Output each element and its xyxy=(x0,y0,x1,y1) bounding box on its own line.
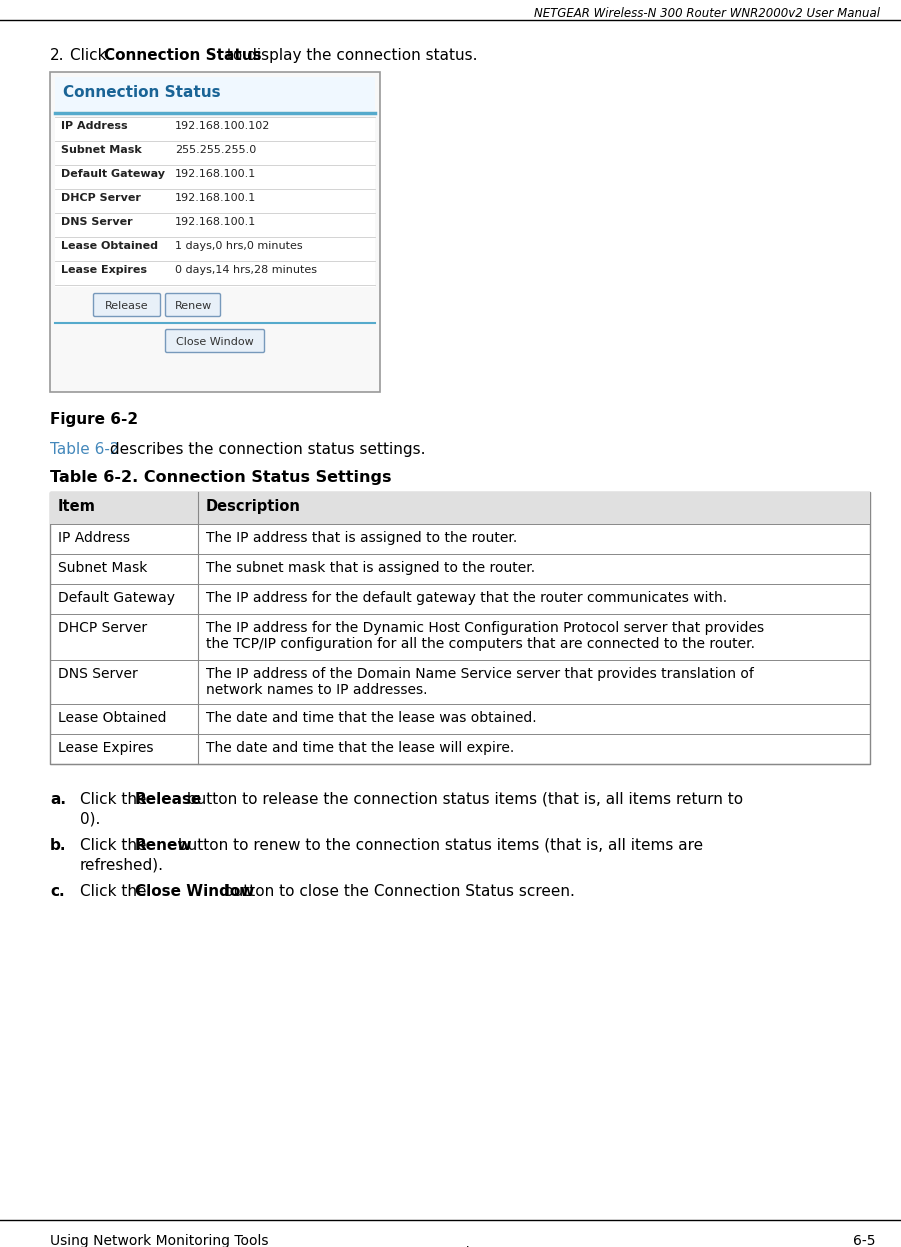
Text: IP Address: IP Address xyxy=(61,121,128,131)
Text: Using Network Monitoring Tools: Using Network Monitoring Tools xyxy=(50,1235,268,1247)
Text: Release: Release xyxy=(105,301,149,311)
Text: The IP address for the default gateway that the router communicates with.: The IP address for the default gateway t… xyxy=(206,591,727,605)
Text: button to renew to the connection status items (that is, all items are: button to renew to the connection status… xyxy=(173,838,703,853)
Text: Click the: Click the xyxy=(80,838,151,853)
Text: Lease Obtained: Lease Obtained xyxy=(61,241,158,251)
Text: 192.168.100.102: 192.168.100.102 xyxy=(175,121,270,131)
Text: 2.: 2. xyxy=(50,47,65,64)
Text: to display the connection status.: to display the connection status. xyxy=(222,47,478,64)
Bar xyxy=(50,72,380,392)
Text: Connection Status: Connection Status xyxy=(63,85,221,100)
FancyBboxPatch shape xyxy=(166,293,221,317)
Text: The IP address that is assigned to the router.: The IP address that is assigned to the r… xyxy=(206,531,517,545)
Text: DNS Server: DNS Server xyxy=(61,217,132,227)
Text: Description: Description xyxy=(206,499,301,514)
Text: button to release the connection status items (that is, all items return to: button to release the connection status … xyxy=(182,792,743,807)
Text: Table 6-2: Table 6-2 xyxy=(50,441,120,456)
Bar xyxy=(55,117,375,287)
Text: Subnet Mask: Subnet Mask xyxy=(61,145,141,155)
Text: DNS Server: DNS Server xyxy=(58,667,138,681)
Text: Default Gateway: Default Gateway xyxy=(61,170,165,180)
Text: Item: Item xyxy=(58,499,96,514)
Text: refreshed).: refreshed). xyxy=(80,858,164,873)
Text: 0).: 0). xyxy=(80,812,100,827)
Text: Close Window: Close Window xyxy=(176,337,254,347)
Text: Click the: Click the xyxy=(80,792,151,807)
Text: b.: b. xyxy=(50,838,67,853)
Bar xyxy=(55,77,375,111)
Text: c.: c. xyxy=(50,884,65,899)
Text: The IP address for the Dynamic Host Configuration Protocol server that provides: The IP address for the Dynamic Host Conf… xyxy=(206,621,764,635)
Text: Default Gateway: Default Gateway xyxy=(58,591,175,605)
Text: Figure 6-2: Figure 6-2 xyxy=(50,412,138,426)
Text: Click: Click xyxy=(70,47,112,64)
Text: Renew: Renew xyxy=(175,301,212,311)
FancyBboxPatch shape xyxy=(94,293,160,317)
Text: 0 days,14 hrs,28 minutes: 0 days,14 hrs,28 minutes xyxy=(175,266,317,276)
Text: 192.168.100.1: 192.168.100.1 xyxy=(175,217,256,227)
Text: a.: a. xyxy=(50,792,66,807)
Text: Lease Expires: Lease Expires xyxy=(61,266,147,276)
Text: the TCP/IP configuration for all the computers that are connected to the router.: the TCP/IP configuration for all the com… xyxy=(206,637,755,651)
Text: Lease Expires: Lease Expires xyxy=(58,741,153,754)
Text: Table 6-2. Connection Status Settings: Table 6-2. Connection Status Settings xyxy=(50,470,392,485)
Text: IP Address: IP Address xyxy=(58,531,130,545)
Text: network names to IP addresses.: network names to IP addresses. xyxy=(206,683,427,697)
Text: Close Window: Close Window xyxy=(135,884,254,899)
Bar xyxy=(50,493,870,524)
Text: The subnet mask that is assigned to the router.: The subnet mask that is assigned to the … xyxy=(206,561,535,575)
Text: describes the connection status settings.: describes the connection status settings… xyxy=(105,441,425,456)
Text: Renew: Renew xyxy=(135,838,193,853)
Text: Click the: Click the xyxy=(80,884,151,899)
Text: 1 days,0 hrs,0 minutes: 1 days,0 hrs,0 minutes xyxy=(175,241,303,251)
Bar xyxy=(50,493,870,764)
Text: The date and time that the lease was obtained.: The date and time that the lease was obt… xyxy=(206,711,537,725)
Text: Subnet Mask: Subnet Mask xyxy=(58,561,148,575)
Text: DHCP Server: DHCP Server xyxy=(61,193,141,203)
Text: 192.168.100.1: 192.168.100.1 xyxy=(175,170,256,180)
Text: Release: Release xyxy=(135,792,203,807)
Text: The IP address of the Domain Name Service server that provides translation of: The IP address of the Domain Name Servic… xyxy=(206,667,754,681)
Text: DHCP Server: DHCP Server xyxy=(58,621,147,635)
Text: The date and time that the lease will expire.: The date and time that the lease will ex… xyxy=(206,741,514,754)
Text: 192.168.100.1: 192.168.100.1 xyxy=(175,193,256,203)
Text: NETGEAR Wireless-N 300 Router WNR2000v2 User Manual: NETGEAR Wireless-N 300 Router WNR2000v2 … xyxy=(534,7,880,20)
Text: Connection Status: Connection Status xyxy=(104,47,261,64)
Text: button to close the Connection Status screen.: button to close the Connection Status sc… xyxy=(219,884,575,899)
FancyBboxPatch shape xyxy=(166,329,265,353)
Text: 6-5: 6-5 xyxy=(853,1235,876,1247)
Text: 255.255.255.0: 255.255.255.0 xyxy=(175,145,256,155)
Text: Lease Obtained: Lease Obtained xyxy=(58,711,167,725)
